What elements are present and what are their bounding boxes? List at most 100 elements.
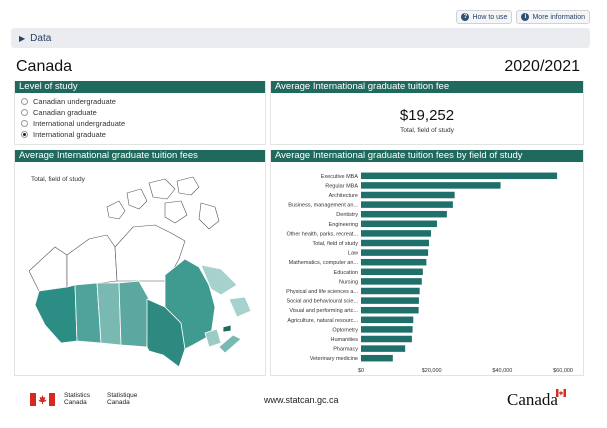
reference-year: 2020/2021 xyxy=(504,58,580,75)
x-tick-label: $40,000 xyxy=(492,368,512,374)
bar[interactable] xyxy=(361,297,419,304)
map-northwest-territories[interactable] xyxy=(66,234,118,288)
map-saskatchewan[interactable] xyxy=(96,282,122,346)
map-yukon[interactable] xyxy=(28,246,68,292)
bar-category-label: Engineering xyxy=(329,222,358,228)
map-island[interactable] xyxy=(148,178,176,200)
more-information-label: More information xyxy=(532,13,585,21)
bar-category-label: Architecture xyxy=(329,193,358,199)
bar[interactable] xyxy=(361,182,501,189)
radio-button[interactable] xyxy=(21,120,28,127)
bar-category-label: Nursing xyxy=(339,279,358,285)
wordmark-text: Canada xyxy=(507,390,558,409)
radio-button-selected[interactable] xyxy=(21,131,28,138)
x-tick-label: $0 xyxy=(358,368,364,374)
bar-category-label: Mathematics, computer an... xyxy=(289,260,359,266)
bar[interactable] xyxy=(361,287,420,295)
average-fee-value: $19,252 xyxy=(399,107,455,124)
level-of-study-panel: Level of study Canadian undergraduate Ca… xyxy=(14,81,266,145)
statcan-en-line1: Statistics xyxy=(64,392,91,399)
bar[interactable] xyxy=(361,268,423,276)
bar[interactable] xyxy=(361,278,422,285)
map-newfoundland[interactable] xyxy=(228,296,252,318)
map-british-columbia[interactable] xyxy=(34,284,78,344)
more-information-button[interactable]: i More information xyxy=(516,10,590,24)
map-alberta[interactable] xyxy=(74,282,102,344)
bar-chart: Executive MBA Regular MBA Architecture Busi… xyxy=(286,172,573,374)
bar-category-label: Dentistry xyxy=(336,212,358,218)
map-labrador[interactable] xyxy=(200,264,238,296)
bar-category-label: Business, management an... xyxy=(288,203,358,209)
map-island[interactable] xyxy=(176,176,200,196)
map-island[interactable] xyxy=(126,188,148,210)
bar-category-label: Visual and performing artc... xyxy=(289,308,358,314)
bar-category-label: Regular MBA xyxy=(325,183,358,189)
how-to-use-button[interactable]: ? How to use xyxy=(456,10,513,24)
radio-international-graduate[interactable]: International graduate xyxy=(21,129,265,140)
map-subtitle: Total, field of study xyxy=(31,176,85,183)
bar[interactable] xyxy=(361,354,393,362)
radio-international-undergraduate[interactable]: International undergraduate xyxy=(21,118,265,129)
map-new-brunswick[interactable] xyxy=(204,328,222,348)
bar[interactable] xyxy=(361,249,429,256)
bar[interactable] xyxy=(361,258,427,266)
wordmark-flag-icon xyxy=(555,389,566,397)
data-toggle-label: Data xyxy=(30,32,52,44)
x-tick-label: $60,000 xyxy=(553,368,573,374)
bar-category-label: Total, field of study xyxy=(312,241,358,247)
bar[interactable] xyxy=(361,335,412,343)
level-radio-group: Canadian undergraduate Canadian graduate… xyxy=(15,93,265,140)
radio-canadian-undergraduate[interactable]: Canadian undergraduate xyxy=(21,96,265,107)
info-icon: i xyxy=(521,13,530,21)
canada-flag-icon xyxy=(30,393,55,406)
bar[interactable] xyxy=(361,172,558,180)
statcan-en-line2: Canada xyxy=(64,399,87,406)
field-of-study-panel: Average International graduate tuition f… xyxy=(270,150,584,376)
radio-label: International undergraduate xyxy=(33,119,126,128)
statcan-fr-line2: Canada xyxy=(107,399,130,406)
map-panel: Average International graduate tuition f… xyxy=(14,150,266,376)
bar[interactable] xyxy=(361,191,455,199)
bar-category-label: Other health, parks, recreat... xyxy=(286,231,358,237)
bar-category-label: Education xyxy=(334,270,358,276)
top-links: ? How to use i More information xyxy=(456,10,590,24)
bar[interactable] xyxy=(361,201,453,208)
bar[interactable] xyxy=(361,326,413,333)
bar[interactable] xyxy=(361,316,414,324)
average-fee-subtitle: Total, field of study xyxy=(400,127,454,134)
bar-category-label: Humanities xyxy=(330,337,358,343)
map-nova-scotia[interactable] xyxy=(218,334,242,354)
radio-button[interactable] xyxy=(21,109,28,116)
bar-category-label: Agriculture, natural resourc... xyxy=(287,318,358,324)
map-prince-edward-island[interactable] xyxy=(222,324,232,333)
bar[interactable] xyxy=(361,345,406,352)
bar-category-label: Pharmacy xyxy=(333,347,358,353)
statcan-fr-line1: Statistique xyxy=(107,392,138,399)
data-toggle[interactable]: ▶ Data xyxy=(11,28,590,48)
bar[interactable] xyxy=(361,239,430,247)
map-island[interactable] xyxy=(198,202,220,230)
footer: Statistics Canada Statistique Canada www… xyxy=(0,389,607,411)
statcan-name-fr: Statistique Canada xyxy=(107,392,137,406)
radio-button[interactable] xyxy=(21,98,28,105)
map-island[interactable] xyxy=(106,200,126,220)
bar-category-label: Executive MBA xyxy=(321,174,359,180)
canada-wordmark: Canada xyxy=(507,389,566,410)
map-nunavut[interactable] xyxy=(114,224,186,282)
radio-canadian-graduate[interactable]: Canadian graduate xyxy=(21,107,265,118)
radio-label: International graduate xyxy=(33,130,106,139)
map-title: Average International graduate tuition f… xyxy=(15,150,265,162)
bar[interactable] xyxy=(361,230,431,237)
average-fee-title: Average International graduate tuition f… xyxy=(271,81,583,93)
map-manitoba[interactable] xyxy=(118,280,150,348)
bar[interactable] xyxy=(361,210,447,218)
bar[interactable] xyxy=(361,220,437,228)
map-island[interactable] xyxy=(164,200,188,224)
bar-category-label: Physical and life sciences a... xyxy=(286,289,358,295)
triangle-right-icon: ▶ xyxy=(19,33,26,43)
bar[interactable] xyxy=(361,306,419,314)
website-link[interactable]: www.statcan.gc.ca xyxy=(264,395,339,405)
radio-label: Canadian undergraduate xyxy=(33,97,116,106)
level-of-study-title: Level of study xyxy=(15,81,265,93)
chart-title: Average International graduate tuition f… xyxy=(271,150,583,162)
